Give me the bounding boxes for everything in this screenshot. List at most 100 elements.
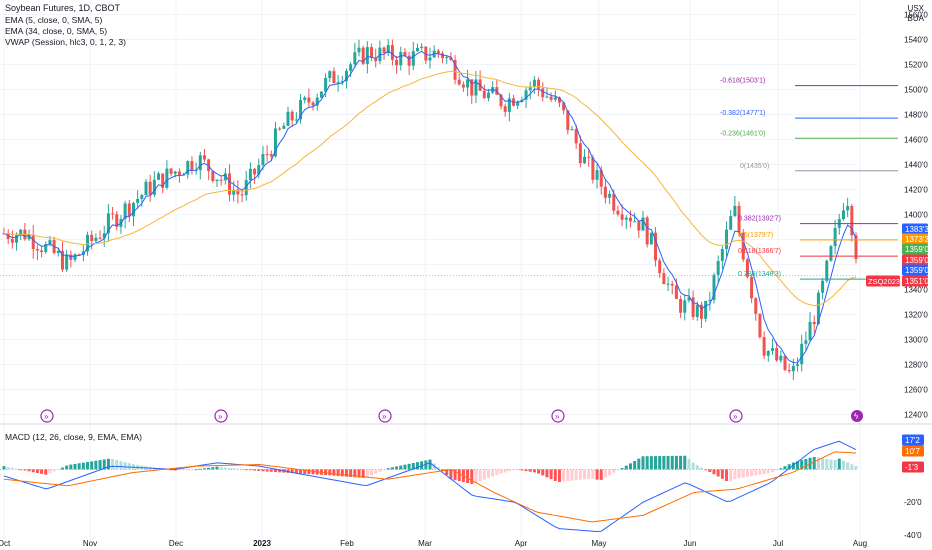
candle-body: [319, 91, 323, 98]
macd-histogram-bar: [812, 456, 816, 470]
candle-body: [131, 202, 135, 217]
event-markers[interactable]: » » » » » ϟ: [40, 409, 863, 423]
candle-body: [457, 79, 461, 85]
candle-body: [332, 71, 336, 84]
macd-histogram-bar: [324, 469, 328, 476]
macd-histogram-bar: [712, 469, 716, 475]
ema-slow-legend[interactable]: EMA (34, close, 0, SMA, 5): [5, 26, 108, 36]
price-label-text: 1359'0: [905, 266, 929, 275]
candle-body: [86, 234, 90, 252]
candle-body: [415, 47, 419, 52]
candle-body: [157, 173, 161, 180]
flash-glyph: ϟ: [854, 412, 859, 421]
time-tick-label: Jun: [684, 539, 697, 548]
macd-histogram-bar: [81, 462, 85, 470]
candle-body: [541, 88, 545, 98]
candle-body: [524, 90, 528, 100]
candle-body: [841, 210, 845, 220]
candle-body: [645, 217, 649, 245]
macd-histogram-bar: [674, 455, 678, 470]
candle-body: [716, 260, 720, 275]
macd-histogram-bar: [599, 469, 603, 480]
macd-histogram-bar: [729, 469, 733, 481]
macd-histogram-bar: [545, 469, 549, 478]
candle-body: [265, 154, 269, 156]
macd-histogram-bar: [524, 469, 528, 472]
price-tick-label: 1400'0: [904, 211, 928, 220]
candle-body: [775, 348, 779, 361]
macd-histogram-bar: [716, 469, 720, 477]
macd-histogram-bar: [553, 469, 557, 481]
macd-histogram-bar: [457, 469, 461, 482]
macd-histogram-bar: [800, 460, 804, 470]
macd-histogram-bar: [257, 469, 261, 471]
ema-fast-legend[interactable]: EMA (5, close, 0, SMA, 5): [5, 15, 103, 25]
candle-body: [708, 299, 712, 301]
price-label-box: [902, 275, 928, 287]
candle-body: [211, 171, 215, 181]
candle-body: [825, 260, 829, 281]
macd-histogram-bar: [56, 469, 60, 471]
candle-body: [808, 321, 812, 341]
event-marker-arrow-icon: »: [555, 412, 560, 421]
price-label-text: 1383'3: [905, 225, 929, 234]
candle-body: [395, 59, 399, 66]
candle-body: [691, 297, 695, 317]
candle-body: [578, 143, 582, 164]
candle-body: [545, 96, 549, 98]
candle-body: [557, 97, 561, 103]
candle-body: [349, 64, 353, 71]
candle-body: [649, 232, 653, 245]
macd-histogram-bar: [19, 469, 23, 471]
macd-histogram-bar: [591, 469, 595, 479]
macd-histogram-bar: [699, 467, 703, 470]
candle-body: [299, 100, 303, 120]
candle-body: [190, 161, 194, 171]
candle-body: [311, 102, 315, 106]
candle-body: [796, 364, 800, 366]
candle-body: [374, 57, 378, 62]
macd-histogram-bar: [23, 469, 27, 471]
macd-histogram-bar: [228, 467, 232, 470]
candle-body: [152, 179, 156, 195]
vwap-legend[interactable]: VWAP (Session, hlc3, 0, 1, 2, 3): [5, 37, 126, 47]
candle-body: [382, 47, 386, 53]
macd-legend[interactable]: MACD (12, 26, close, 9, EMA, EMA): [5, 432, 142, 442]
macd-histogram-bar: [574, 469, 578, 481]
macd-histogram-bar: [332, 469, 336, 476]
macd-histogram-bar: [69, 464, 73, 470]
candle-body: [407, 55, 411, 66]
macd-histogram-bar: [854, 466, 858, 470]
candle-body: [829, 246, 833, 261]
macd-histogram-bar: [411, 462, 415, 470]
price-tick-label: 1560'0: [904, 11, 928, 20]
candle-body: [215, 179, 219, 181]
macd-histogram-bar: [35, 469, 39, 473]
macd-histogram-bar: [77, 463, 81, 470]
candle-body: [236, 189, 240, 195]
macd-histogram-bar: [94, 460, 98, 470]
macd-line: [3, 440, 857, 533]
candle-body: [361, 47, 365, 64]
macd-histogram-bar: [666, 455, 670, 470]
macd-histogram-bar: [829, 459, 833, 470]
macd-histogram-bar: [340, 469, 344, 477]
candle-body: [248, 168, 252, 181]
candle-body: [136, 198, 140, 203]
candle-body: [315, 97, 319, 106]
price-tick-label: 1540'0: [904, 36, 928, 45]
macd-histogram-bar: [253, 469, 257, 471]
macd-histogram-bar: [382, 469, 386, 471]
candle-body: [48, 240, 52, 245]
time-tick-label: Jul: [773, 539, 783, 548]
macd-histogram-bar: [399, 465, 403, 470]
macd-histogram-bar: [6, 466, 10, 470]
candle-body: [528, 86, 532, 91]
candle-body: [737, 205, 741, 233]
macd-histogram-bar: [106, 458, 110, 470]
macd-histogram-bar: [704, 469, 708, 471]
macd-histogram-bar: [40, 469, 44, 474]
macd-histogram-bar: [628, 463, 632, 470]
macd-histogram-bar: [123, 462, 127, 470]
macd-histogram-bar: [269, 469, 273, 472]
